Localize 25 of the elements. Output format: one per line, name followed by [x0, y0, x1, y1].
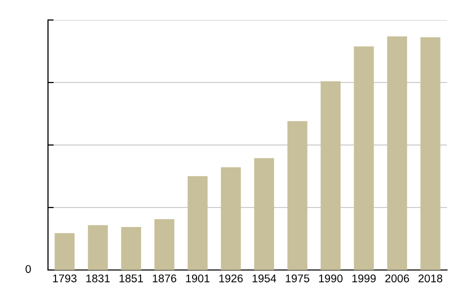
- bar: [121, 227, 142, 270]
- bar: [387, 36, 408, 270]
- bar: [287, 121, 308, 270]
- bar: [320, 81, 341, 270]
- text: 0: [26, 265, 31, 273]
- bar: [54, 233, 75, 270]
- x-tick-label: 1851: [120, 274, 143, 282]
- bar: [254, 158, 274, 270]
- bar: [154, 219, 174, 270]
- bar: [88, 225, 108, 270]
- x-tick-label: 1901: [186, 274, 210, 282]
- x-tick-label: 2006: [385, 274, 409, 282]
- bar: [354, 46, 374, 270]
- x-tick-label: 1926: [219, 274, 243, 282]
- x-tick-label: 1793: [53, 274, 76, 282]
- bar: [188, 176, 208, 270]
- x-tick-label: 1990: [319, 274, 343, 282]
- bar: [420, 37, 440, 270]
- x-tick-label: 1999: [352, 274, 376, 282]
- x-tick-label: 1876: [152, 274, 176, 282]
- x-tick-label: 2018: [418, 274, 442, 282]
- x-tick-label: 1975: [286, 274, 310, 282]
- x-tick-label: 1831: [86, 274, 110, 282]
- bar: [220, 167, 241, 270]
- x-tick-label: 1954: [252, 274, 276, 282]
